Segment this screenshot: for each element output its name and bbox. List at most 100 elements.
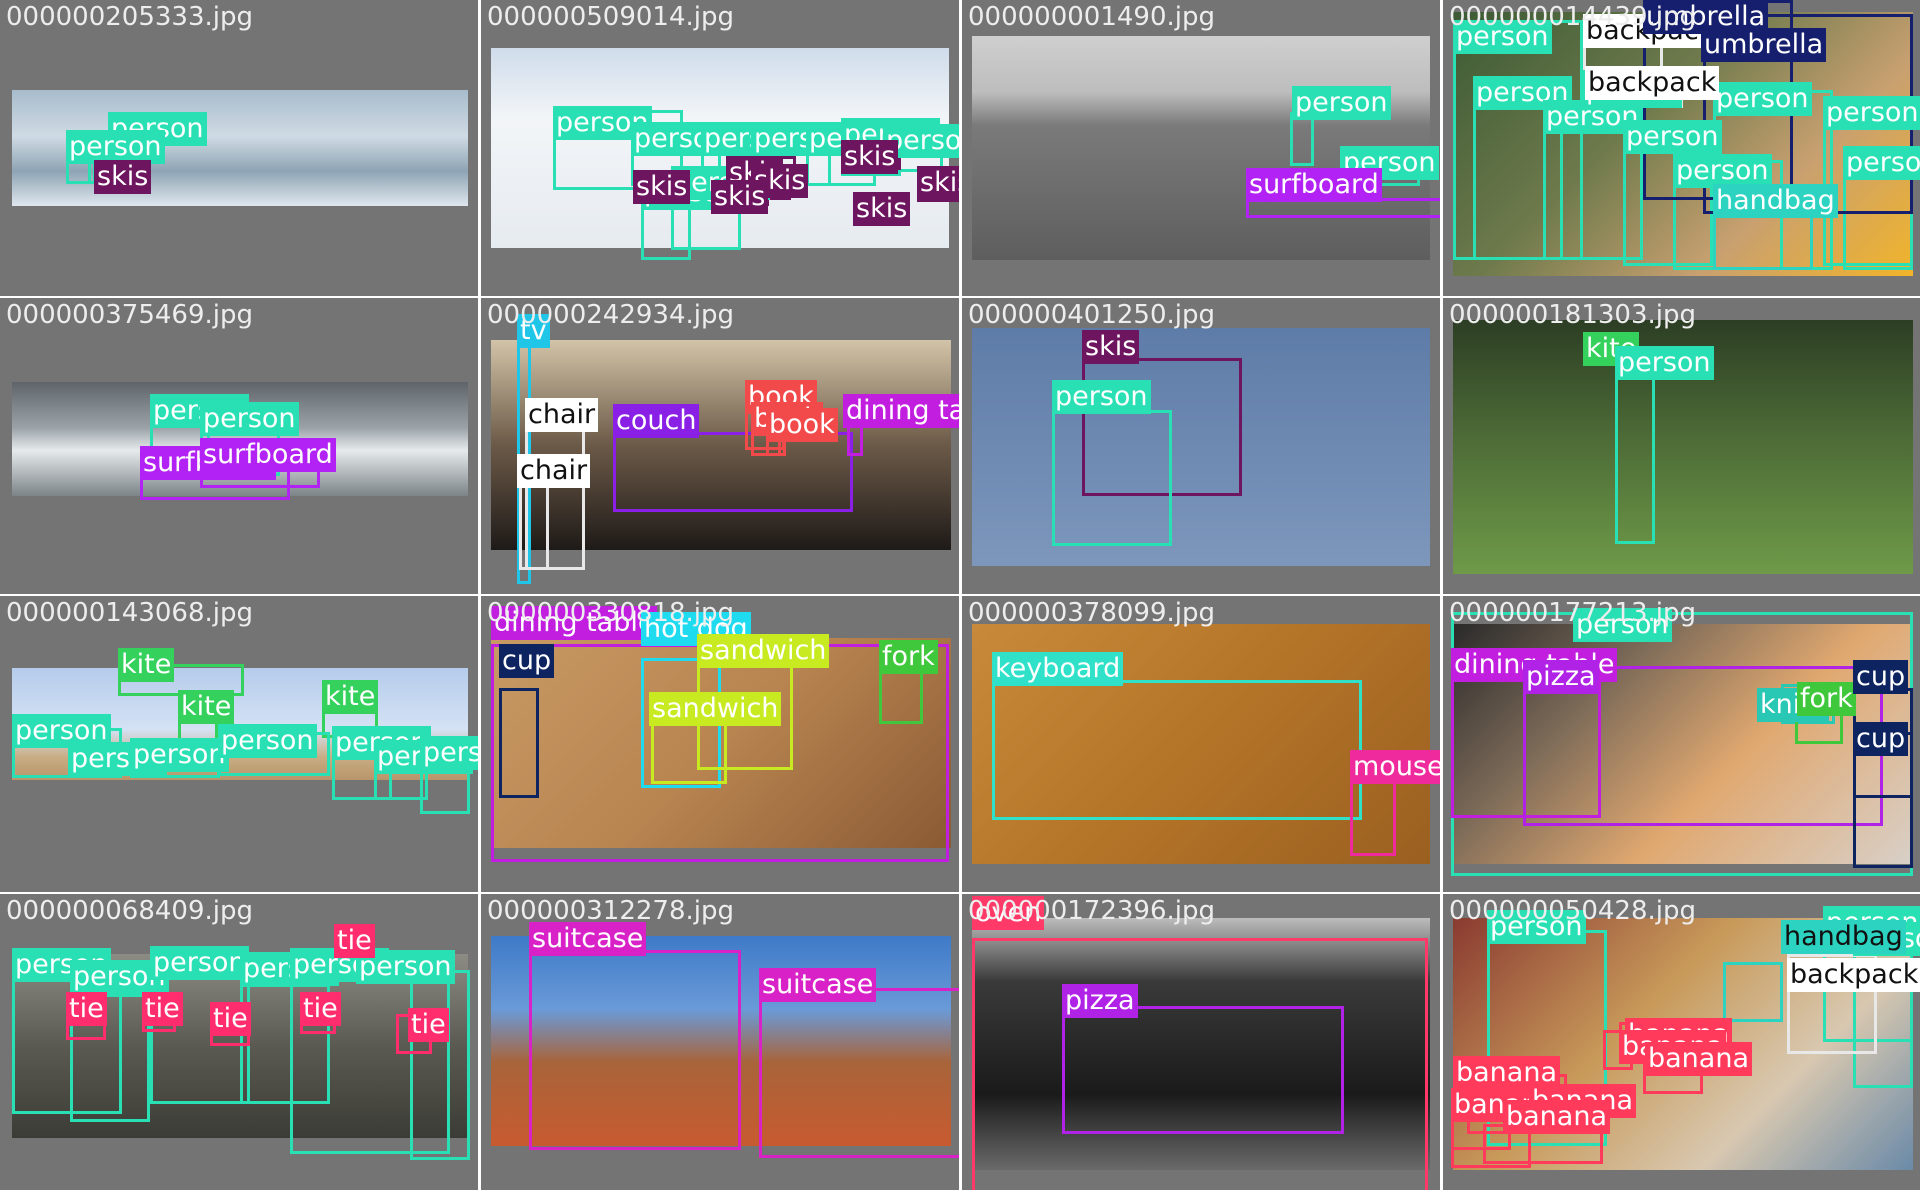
detection-label: banana xyxy=(1645,1042,1752,1076)
detection-label: backpack xyxy=(1585,66,1720,100)
detection-label: dining table xyxy=(491,606,658,640)
detection-label: skis xyxy=(853,192,911,226)
bounding-box xyxy=(529,950,741,1150)
detection-label: banana xyxy=(1503,1100,1610,1134)
image-filename: 000000001490.jpg xyxy=(968,2,1215,32)
detection-label: person xyxy=(12,714,111,748)
image-tile: 000000378099.jpg keyboard mouse xyxy=(962,596,1440,892)
bounding-box xyxy=(992,680,1362,820)
detection-label: cup xyxy=(1853,722,1909,756)
image-tile: 000000050428.jpgpersonpersonpersonhandba… xyxy=(1443,894,1920,1190)
image-tile: 000000143068.jpg kite kite kite person person… xyxy=(0,596,478,892)
bounding-box xyxy=(972,938,1428,1190)
image-filename: 000000177213.jpg xyxy=(1449,598,1696,628)
image-filename: 000000068409.jpg xyxy=(6,896,253,926)
detection-label: dining table xyxy=(843,394,959,428)
detection-label: handbag xyxy=(1781,920,1906,954)
detection-label: tie xyxy=(300,992,341,1026)
detection-label: tie xyxy=(408,1008,449,1042)
detection-label: chair xyxy=(517,454,591,488)
detection-label: keyboard xyxy=(992,652,1124,686)
detection-label: chair xyxy=(525,398,599,432)
detection-label: fork xyxy=(879,640,938,674)
image-filename: 000000205333.jpg xyxy=(6,2,253,32)
detection-label: person xyxy=(1052,380,1151,414)
detection-label: person xyxy=(1615,346,1714,380)
bounding-box xyxy=(1723,962,1783,1022)
detection-label: skis xyxy=(711,180,769,214)
image-filename: 000000401250.jpg xyxy=(968,300,1215,330)
detection-label: person xyxy=(150,946,249,980)
detection-label: person xyxy=(1487,910,1586,944)
detection-label: skis xyxy=(917,166,959,200)
detection-label: tv xyxy=(517,314,550,348)
bounding-box xyxy=(1290,112,1314,166)
image-tile: 000000181303.jpg kite person xyxy=(1443,298,1920,594)
detection-label: tie xyxy=(66,992,107,1026)
image-filename: 000000378099.jpg xyxy=(968,598,1215,628)
detection-label: cup xyxy=(1853,660,1909,694)
bounding-box xyxy=(1082,358,1242,496)
image-tile: 000000014439.jpg person person person person… xyxy=(1443,0,1920,296)
detection-label: person xyxy=(1573,608,1672,642)
image-photo xyxy=(491,638,951,848)
detection-label: person xyxy=(130,738,229,772)
detection-label: skis xyxy=(94,160,152,194)
detection-label: tie xyxy=(210,1002,251,1036)
image-tile: 000000172396.jpg oven pizza xyxy=(962,894,1440,1190)
image-tile: 000000330818.jpg dining table hot dog sandw… xyxy=(481,596,959,892)
detection-label: surfboard xyxy=(200,438,336,472)
detection-label: person xyxy=(1453,20,1552,54)
bounding-box xyxy=(1787,954,1877,1054)
detection-label: sandwich xyxy=(697,634,830,668)
detection-label: backpack xyxy=(1787,958,1920,992)
detection-label: fork xyxy=(1797,682,1856,716)
detection-label: handbag xyxy=(1713,184,1838,218)
image-tile: 000000068409.jpg person person person person… xyxy=(0,894,478,1190)
image-photo xyxy=(491,340,951,550)
bounding-box xyxy=(499,688,539,798)
detection-label: skis xyxy=(1082,330,1140,364)
image-filename: 000000014439.jpg xyxy=(1449,2,1696,32)
image-tile: 000000001490.jpg person person surfboard xyxy=(962,0,1440,296)
image-photo xyxy=(972,328,1430,566)
detection-label: couch xyxy=(613,404,700,438)
detection-label: mouse xyxy=(1350,750,1440,784)
bounding-box xyxy=(1615,358,1655,544)
image-filename: 000000143068.jpg xyxy=(6,598,253,628)
detection-label: kite xyxy=(178,690,235,724)
image-filename: 000000509014.jpg xyxy=(487,2,734,32)
detection-label: surfboard xyxy=(1246,168,1382,202)
detection-label: person xyxy=(1623,120,1722,154)
detection-label: suitcase xyxy=(759,968,877,1002)
image-tile: 000000242934.jpg tv chair chair couch book boo… xyxy=(481,298,959,594)
detection-label: person xyxy=(1823,96,1920,130)
bounding-box xyxy=(1062,1006,1344,1134)
image-filename: 000000172396.jpg xyxy=(968,896,1215,926)
image-tile: 000000312278.jpg suitcase suitcase xyxy=(481,894,959,1190)
image-filename: 000000375469.jpg xyxy=(6,300,253,330)
image-tile: 000000509014.jpgpersonpersonpersonperson… xyxy=(481,0,959,296)
detection-label: person xyxy=(1292,86,1391,120)
detection-label: oven xyxy=(972,896,1045,930)
bounding-box xyxy=(410,970,470,1160)
image-filename: 000000181303.jpg xyxy=(1449,300,1696,330)
image-filename: 000000312278.jpg xyxy=(487,896,734,926)
image-tile: 000000205333.jpg person person skis xyxy=(0,0,478,296)
detection-label: tie xyxy=(142,992,183,1026)
bounding-box xyxy=(613,432,853,512)
image-tile: 000000375469.jpgpersonpersonsurfboardsur… xyxy=(0,298,478,594)
detection-label: person xyxy=(1713,82,1812,116)
image-filename: 000000242934.jpg xyxy=(487,300,734,330)
detection-label: umbrella xyxy=(1701,28,1827,62)
detection-label: skis xyxy=(841,140,899,174)
detection-label: skis xyxy=(633,170,691,204)
detection-label: book xyxy=(766,408,838,442)
detection-label: person xyxy=(218,724,317,758)
image-photo xyxy=(972,918,1430,1170)
bounding-box xyxy=(70,994,150,1122)
bounding-box xyxy=(759,988,959,1158)
image-tile: 000000401250.jpg skis person xyxy=(962,298,1440,594)
